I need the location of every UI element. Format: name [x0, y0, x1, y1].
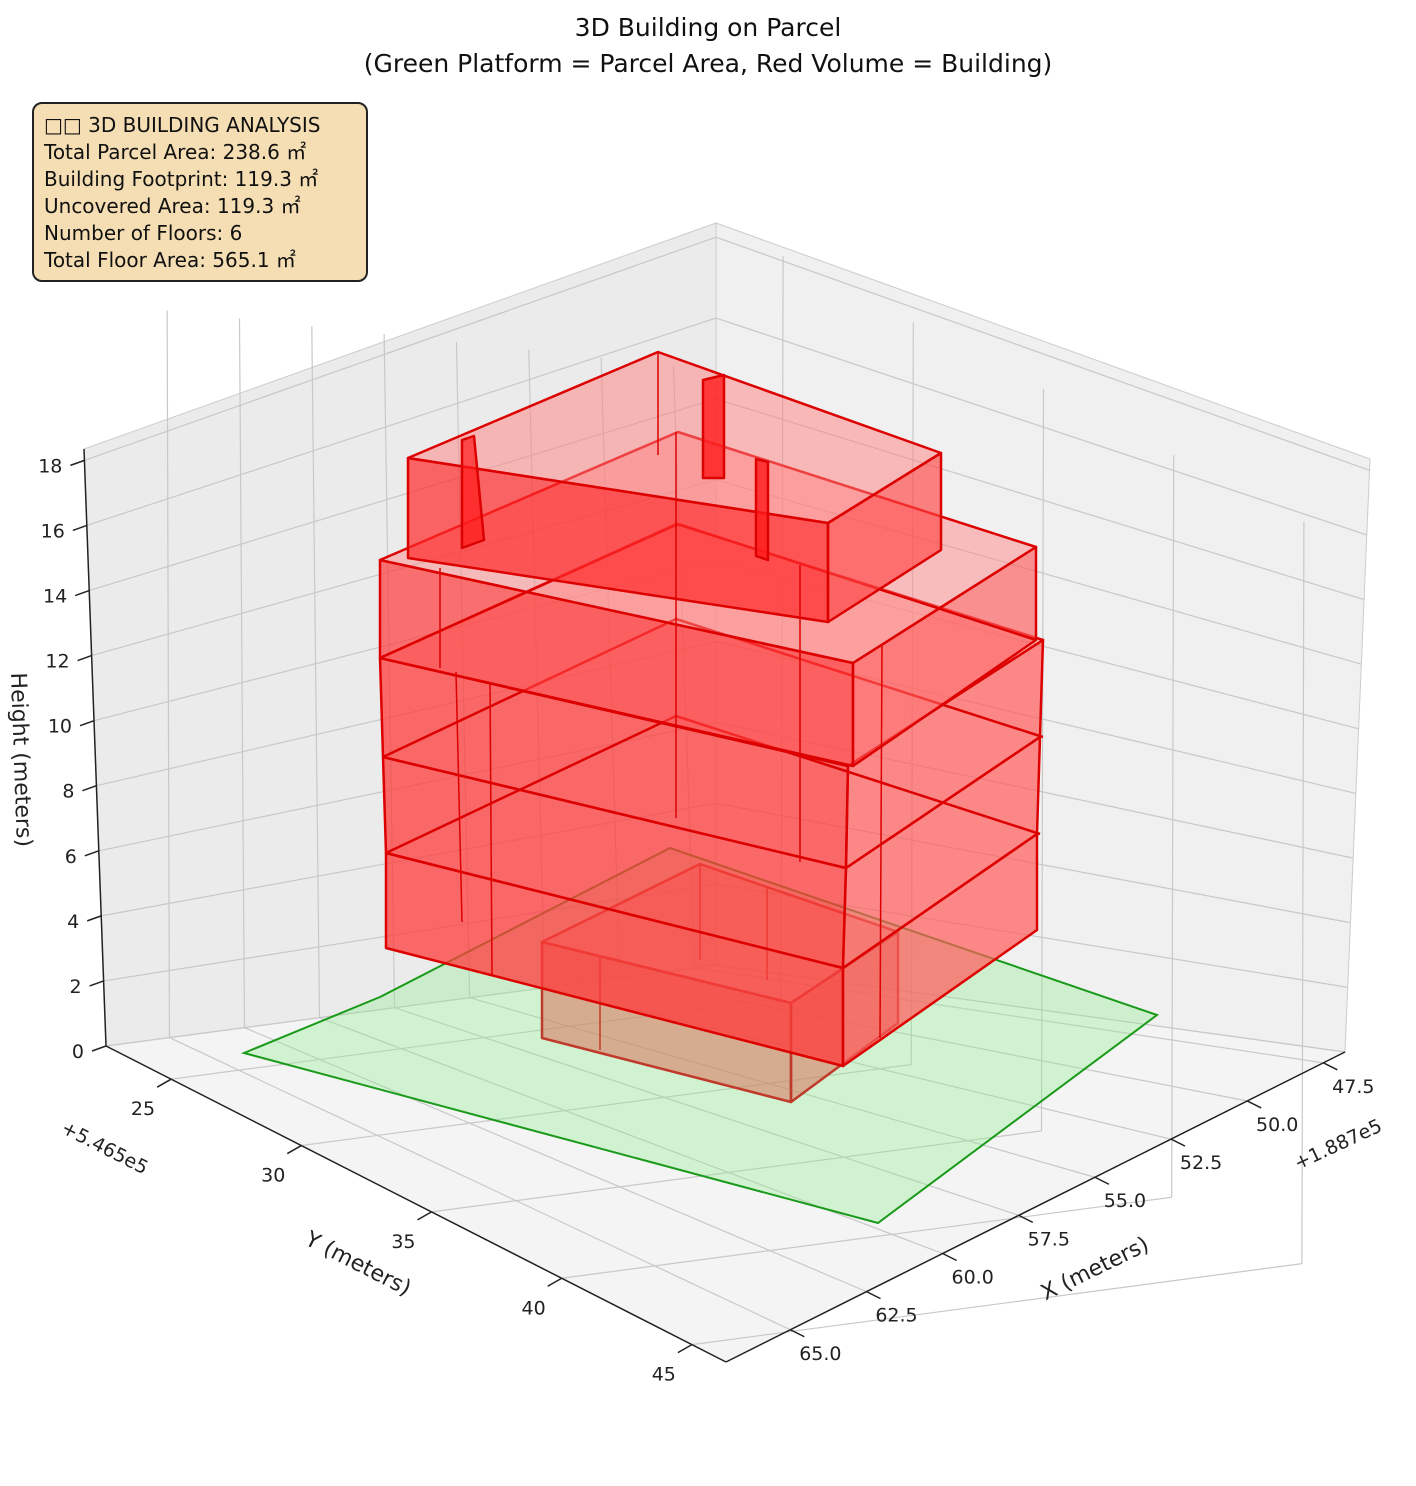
x-tick: [790, 1329, 805, 1338]
x-grid-line: [244, 1027, 867, 1293]
y-tick-label: 40: [522, 1297, 546, 1319]
y-offset-label: +5.465e5: [58, 1117, 152, 1179]
x-tick: [1246, 1100, 1262, 1109]
z-tick-label: 18: [38, 455, 62, 477]
z-axis-line: [83, 448, 107, 1047]
column-edge: [879, 644, 883, 1039]
y-tick-label: 30: [261, 1165, 285, 1187]
z-tick-label: 4: [67, 911, 79, 933]
z-tick-label: 10: [48, 716, 72, 738]
z-tick: [74, 589, 90, 597]
chart-title: 3D Building on Parcel: [575, 13, 842, 42]
top-volume-notch: [701, 373, 726, 480]
info-line: Number of Floors: 6: [44, 221, 243, 245]
info-line: Total Floor Area: 565.1 ㎡: [44, 248, 296, 272]
info-line: Uncovered Area: 119.3 ㎡: [44, 194, 301, 218]
x-tick: [1094, 1176, 1110, 1185]
z-tick: [86, 915, 102, 922]
z-tick: [77, 654, 92, 662]
x-grid-line: [166, 310, 171, 1038]
x-grid-line: [319, 1017, 943, 1255]
y-tick: [156, 1078, 172, 1088]
z-grid-line: [84, 236, 717, 461]
y-grid-line: [1040, 388, 1045, 1131]
x-tick: [942, 1252, 957, 1262]
z-tick: [89, 980, 104, 987]
info-line: Total Parcel Area: 238.6 ㎡: [44, 140, 307, 164]
x-tick-label: 65.0: [799, 1343, 841, 1365]
z-tick: [91, 1045, 107, 1052]
info-line: Building Footprint: 119.3 ㎡: [44, 167, 319, 191]
z-tick: [72, 524, 88, 532]
y-tick: [677, 1343, 693, 1354]
z-tick: [70, 459, 85, 467]
z-axis-label: Height (meters): [5, 672, 36, 847]
x-tick-label: 50.0: [1256, 1114, 1298, 1136]
x-grid-line: [311, 326, 321, 1018]
building-analysis-box: □□ 3D BUILDING ANALYSIS Total Parcel Are…: [32, 102, 368, 282]
y-grid-line: [1171, 455, 1175, 1198]
info-heading: □□ 3D BUILDING ANALYSIS: [44, 113, 321, 137]
x-tick-label: 57.5: [1028, 1228, 1070, 1250]
tick-labels: 0 2 4 6 8 10 12 14 16 18 25 30 35 40 45 47.5 50.0 52.5 55.…: [38, 455, 1374, 1385]
column-edge: [455, 671, 463, 923]
x-tick-label: 47.5: [1332, 1076, 1374, 1098]
y-axis-line: [105, 1045, 727, 1363]
column-edge: [489, 681, 493, 976]
axis-ticks: [70, 459, 1338, 1354]
y-grid-line: [561, 1196, 1172, 1279]
y-grid-line: [431, 1130, 1042, 1213]
y-tick-label: 35: [391, 1231, 415, 1253]
y-tick: [286, 1144, 302, 1155]
y-tick-label: 25: [131, 1098, 155, 1120]
y-tick: [547, 1277, 563, 1287]
z-tick-label: 0: [72, 1041, 84, 1063]
top-volume-notch: [460, 434, 486, 550]
x-axis-line: [725, 1051, 1346, 1363]
y-grid-line: [1301, 521, 1305, 1264]
z-tick-label: 16: [41, 520, 65, 542]
x-tick: [1322, 1062, 1338, 1071]
x-tick: [866, 1290, 881, 1300]
x-tick: [1018, 1214, 1034, 1224]
building-volume: [378, 350, 1045, 1104]
z-tick-label: 14: [43, 586, 67, 608]
x-offset-label: +1.887e5: [1291, 1115, 1386, 1175]
floor-line: [385, 714, 677, 855]
x-tick-label: 55.0: [1104, 1190, 1146, 1212]
z-tick-label: 2: [70, 976, 82, 998]
chart-subtitle: (Green Platform = Parcel Area, Red Volum…: [364, 49, 1053, 78]
y-tick: [417, 1211, 432, 1221]
y-tick-label: 45: [652, 1364, 676, 1386]
x-tick-label: 60.0: [951, 1267, 993, 1289]
top-volume-notch: [754, 457, 770, 562]
z-grid-line: [86, 317, 717, 527]
z-tick: [82, 785, 97, 792]
z-tick-label: 12: [45, 651, 69, 673]
z-grid-line: [715, 236, 1370, 471]
top-volume-top: [406, 350, 943, 525]
x-grid-line: [169, 1037, 791, 1331]
z-tick: [84, 850, 100, 857]
x-grid-line: [394, 1007, 1019, 1216]
z-grid-line: [715, 317, 1367, 536]
x-tick-label: 52.5: [1180, 1152, 1222, 1174]
x-tick-label: 62.5: [875, 1305, 917, 1327]
z-tick-label: 8: [62, 781, 74, 803]
x-tick: [1170, 1138, 1186, 1147]
z-tick: [79, 719, 95, 727]
x-grid-line: [238, 318, 246, 1028]
z-tick-label: 6: [65, 846, 77, 868]
